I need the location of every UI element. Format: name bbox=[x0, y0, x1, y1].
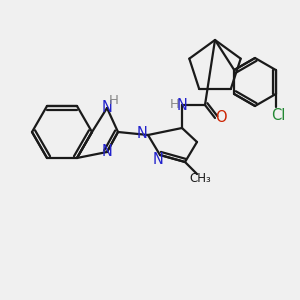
Text: N: N bbox=[136, 125, 147, 140]
Text: Cl: Cl bbox=[272, 107, 286, 122]
Text: N: N bbox=[177, 98, 188, 113]
Text: O: O bbox=[215, 110, 227, 125]
Text: H: H bbox=[170, 98, 180, 110]
Text: N: N bbox=[102, 100, 112, 115]
Text: H: H bbox=[109, 94, 119, 107]
Text: CH₃: CH₃ bbox=[189, 172, 211, 185]
Text: N: N bbox=[102, 145, 112, 160]
Text: N: N bbox=[153, 152, 164, 167]
